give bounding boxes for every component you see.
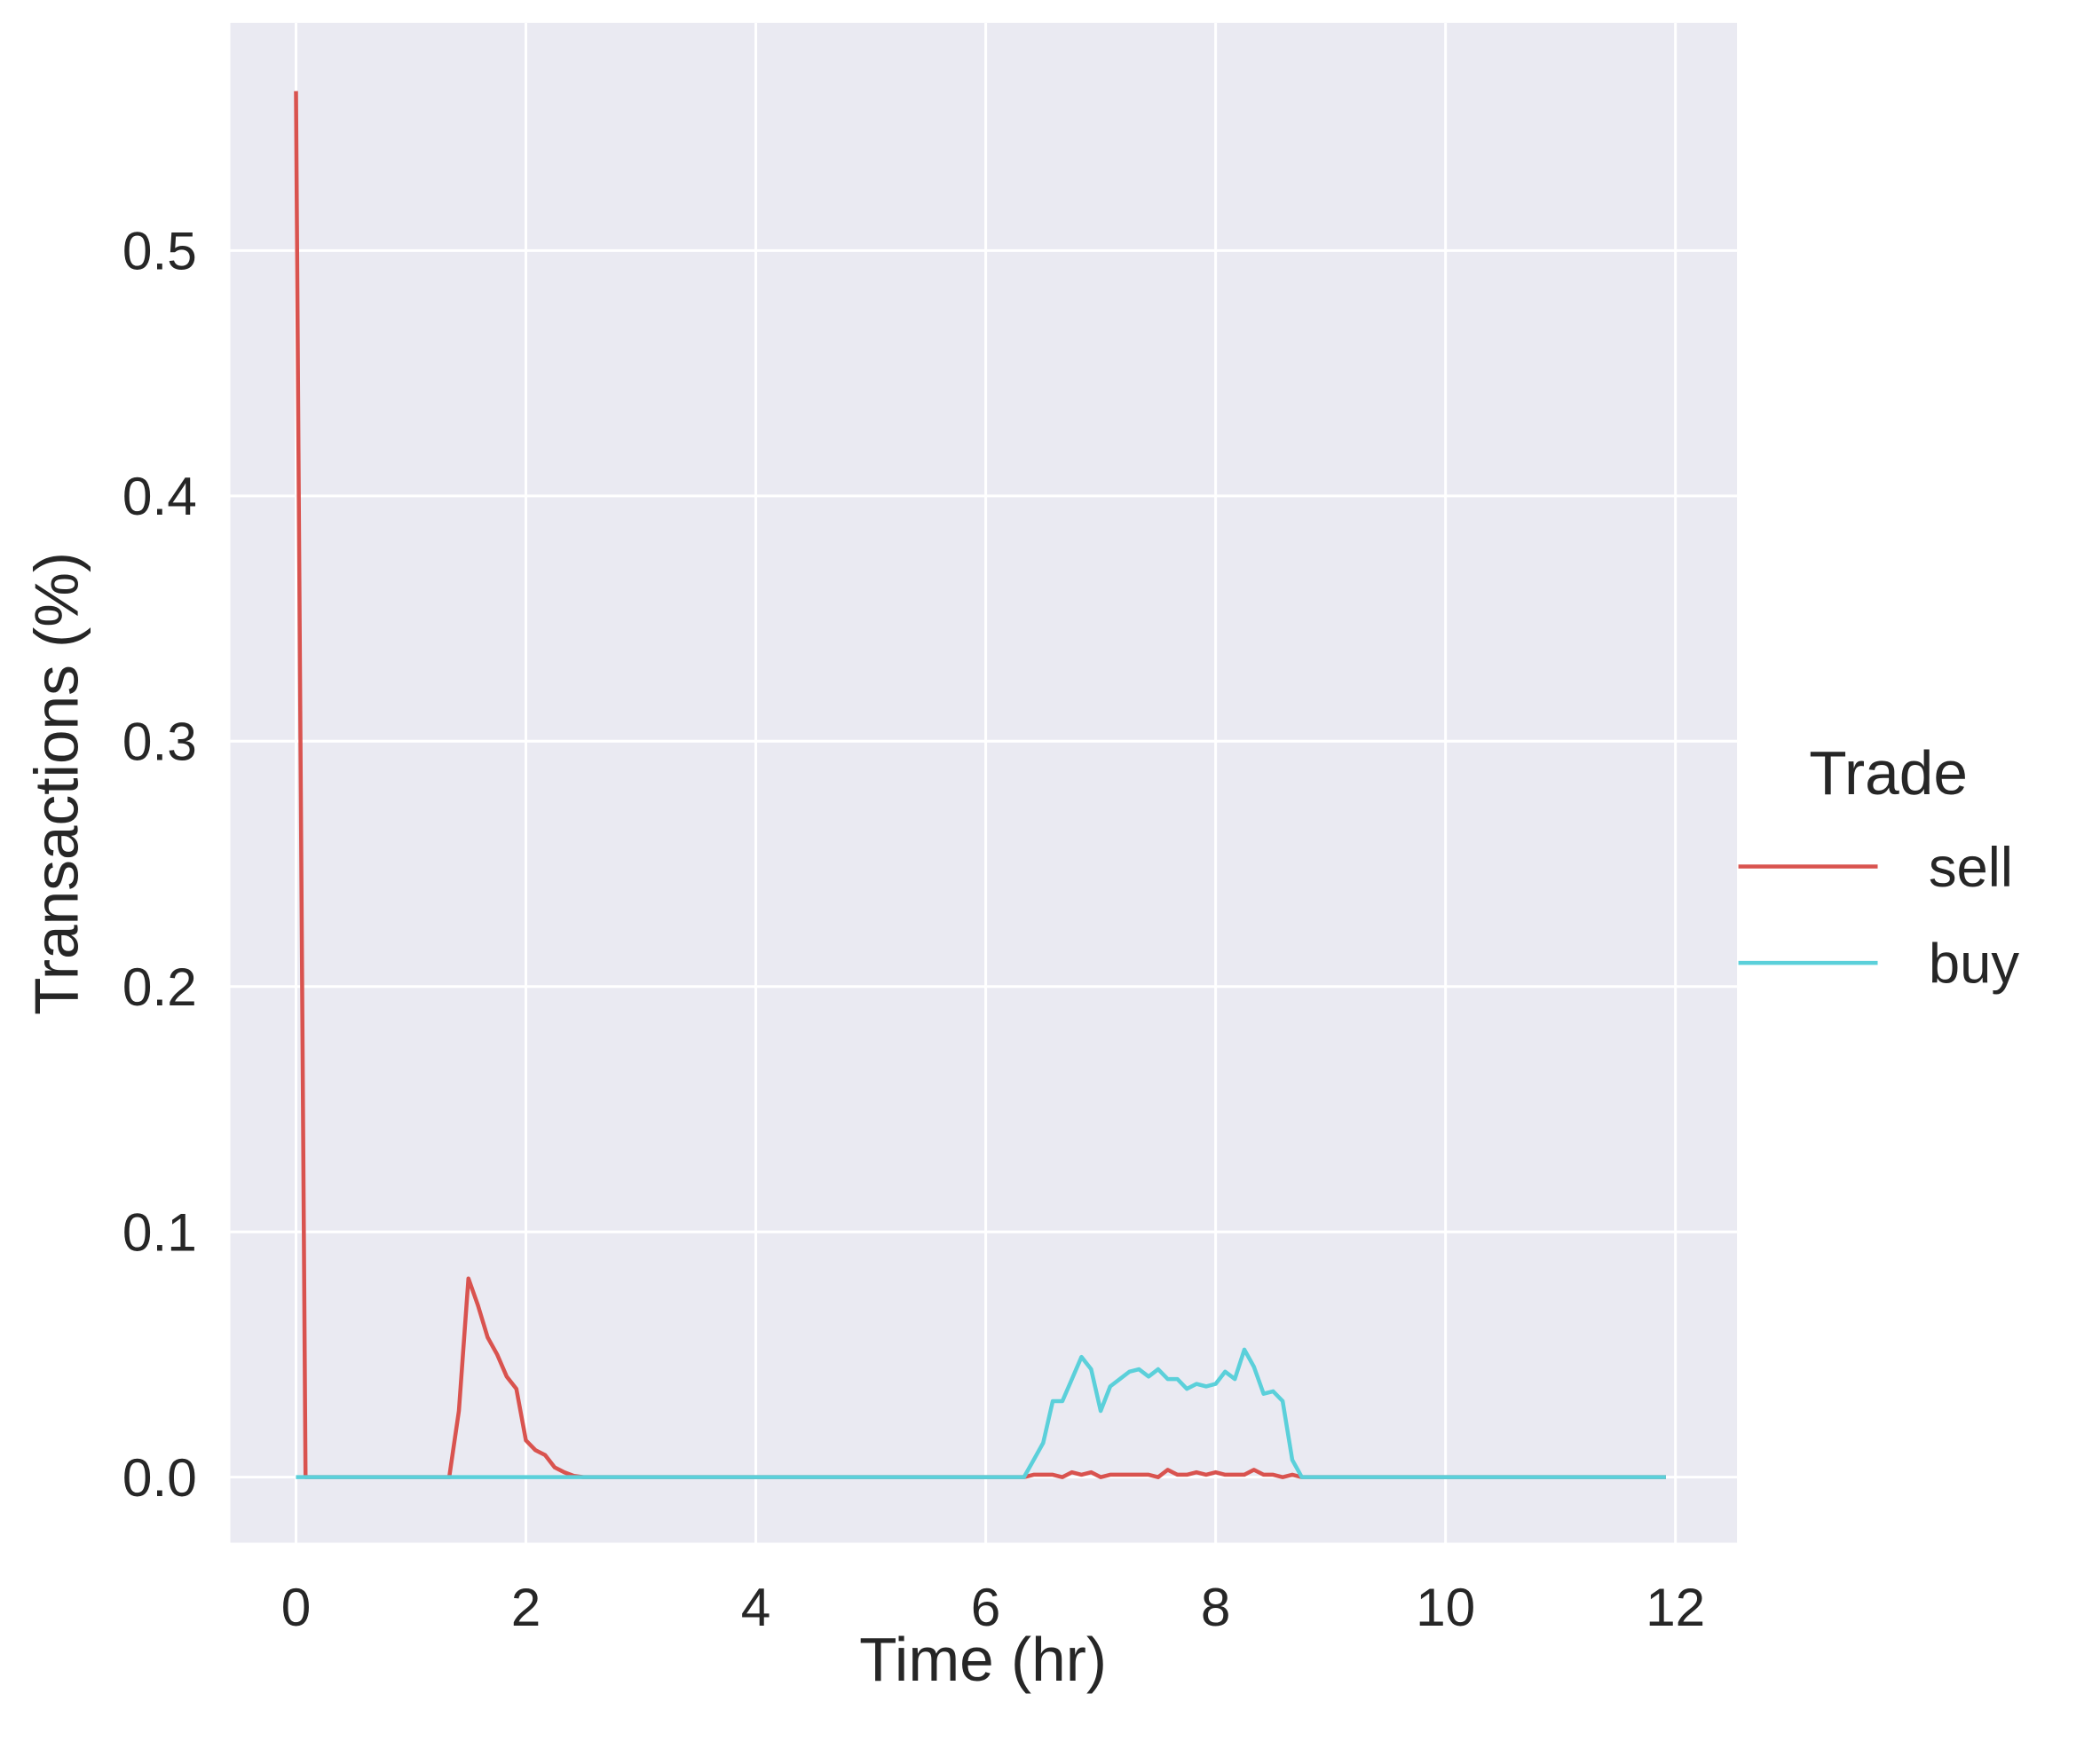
y-tick-label: 0.4 [122,466,197,526]
legend-label: sell [1929,837,2013,899]
x-axis-label: Time (hr) [859,1625,1107,1694]
x-tick-label: 2 [511,1577,541,1637]
y-tick-label: 0.0 [122,1447,197,1508]
y-tick-label: 0.2 [122,957,197,1017]
legend-title: Trade [1809,738,1968,807]
legend-label: buy [1929,934,2019,996]
x-tick-label: 0 [281,1577,312,1637]
x-tick-label: 12 [1646,1577,1705,1637]
plot-background [230,22,1738,1543]
y-tick-label: 0.5 [122,221,197,281]
x-tick-label: 8 [1201,1577,1231,1637]
x-tick-label: 6 [971,1577,1001,1637]
y-tick-label: 0.3 [122,711,197,771]
y-axis-label: Transactions (%) [22,552,91,1015]
series-line [296,1347,1666,1479]
x-tick-label: 10 [1416,1577,1475,1637]
x-tick-label: 4 [741,1577,771,1637]
y-tick-label: 0.1 [122,1201,197,1262]
